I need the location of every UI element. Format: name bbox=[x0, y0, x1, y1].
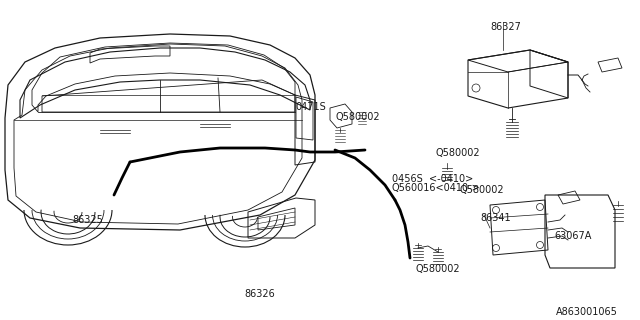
Text: 0471S: 0471S bbox=[295, 102, 326, 112]
Text: 86327: 86327 bbox=[490, 22, 521, 32]
Text: Q560016<0410->: Q560016<0410-> bbox=[392, 183, 481, 193]
Text: 0456S  <-0410>: 0456S <-0410> bbox=[392, 174, 473, 184]
Text: 63067A: 63067A bbox=[554, 231, 591, 241]
Text: Q580002: Q580002 bbox=[459, 185, 504, 195]
Text: A863001065: A863001065 bbox=[556, 307, 618, 317]
Text: 86325: 86325 bbox=[72, 215, 103, 225]
Text: Q580002: Q580002 bbox=[416, 264, 461, 274]
Text: Q580002: Q580002 bbox=[335, 112, 380, 122]
Text: Q580002: Q580002 bbox=[436, 148, 481, 158]
Text: 86326: 86326 bbox=[244, 289, 275, 299]
Text: 86341: 86341 bbox=[480, 213, 511, 223]
